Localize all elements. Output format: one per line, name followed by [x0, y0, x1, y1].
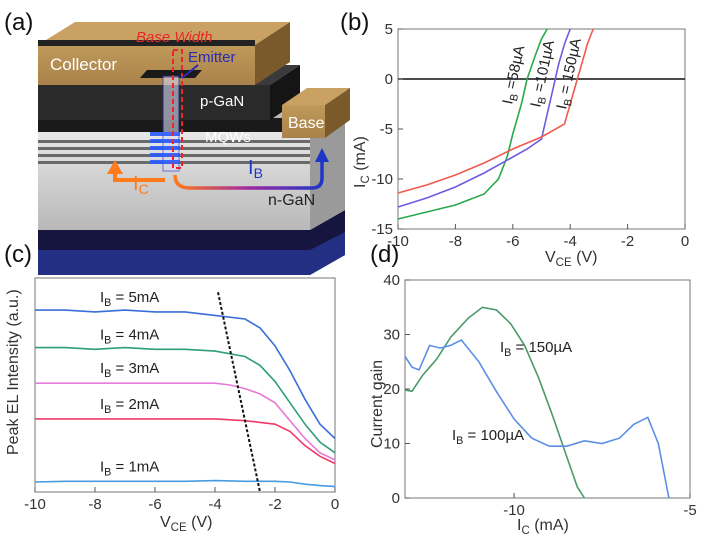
x-tick-label-c: -10: [24, 496, 46, 513]
plot-frame-c: [34, 277, 336, 493]
series-label-c-3: IB = 2mA: [100, 396, 159, 416]
guide-line-c: [217, 292, 261, 493]
plot-frame-d: [404, 279, 691, 499]
y-tick-label-b: -5: [380, 121, 393, 138]
series-line-b-1: [397, 28, 571, 208]
series-line-d-0: [404, 306, 586, 499]
series-line-c-0: [35, 309, 336, 440]
series-label-b-2: IB = 150µA: [553, 37, 588, 112]
series-line-b-0: [397, 28, 548, 220]
x-tick-label-b: -4: [564, 233, 577, 250]
series-line-b-2: [397, 28, 594, 194]
emitter-pointer: [181, 64, 199, 79]
collector-side: [255, 22, 290, 85]
n-gan-side: [310, 110, 345, 230]
x-tick-label-b: -2: [621, 233, 634, 250]
series-line-c-3: [35, 418, 336, 465]
y-axis-title-d: Current gain: [369, 360, 386, 448]
series-label-d-1: IB = 100µA: [452, 427, 524, 447]
substrate-glow: [38, 232, 345, 275]
panel-label-a: (a): [4, 9, 33, 36]
chart-current-gain: -10 -5 0 10 20 30 40 IB = 150µA IB = 100µA IC (mA…: [369, 272, 697, 537]
x-tick-label-b: -6: [506, 233, 519, 250]
y-tick-label-b: -15: [371, 221, 393, 238]
series-line-d-1: [404, 338, 670, 499]
x-tick-label-c: 0: [331, 496, 339, 513]
collector-label: Collector: [50, 55, 117, 74]
panel-label-d: (d): [370, 241, 399, 268]
x-tick-label-c: -8: [88, 496, 101, 513]
p-gan-front: [38, 85, 270, 120]
ic-label: IC: [133, 173, 149, 197]
y-axis-title-c: Peak EL Intensity (a.u.): [5, 289, 22, 455]
panel-label-b: (b): [340, 9, 369, 36]
ic-arrowhead: [107, 160, 123, 174]
series-line-c-4: [34, 479, 336, 488]
y-axis-title-b: IC (mA): [352, 136, 372, 188]
panel-label-c: (c): [4, 241, 32, 268]
series-label-c-1: IB = 4mA: [100, 326, 159, 346]
series-label-b-0: IB =58µA: [499, 44, 531, 106]
collector-top: [38, 22, 290, 45]
collector-top-edge: [38, 40, 255, 46]
y-tick-label-b: 0: [385, 71, 393, 88]
x-axis-title-d: IC (mA): [517, 517, 569, 537]
x-tick-label-b: 0: [681, 233, 689, 250]
x-axis-title-c: VCE (V): [160, 514, 212, 534]
y-tick-label-b: -10: [371, 171, 393, 188]
ib-label: IB: [248, 157, 263, 181]
emitter-window: [140, 70, 202, 78]
p-gan-side: [270, 65, 300, 120]
y-tick-label-b: 5: [385, 21, 393, 38]
series-line-c-1: [35, 346, 336, 454]
mqw-glow: [150, 132, 180, 164]
base-pad-front: [282, 105, 325, 138]
device-schematic: Collector Base Width Emitter p-GaN MQWs …: [38, 22, 350, 275]
y-tick-label-d: 0: [392, 490, 400, 507]
base-pad-side: [325, 88, 350, 138]
p-gan-label: p-GaN: [200, 93, 244, 110]
mqws-label: MQWs: [205, 129, 251, 146]
collector-front: [38, 45, 255, 85]
ib-arrowhead: [315, 148, 329, 162]
y-tick-label-d: 30: [383, 327, 400, 344]
series-label-c-2: IB = 3mA: [100, 360, 159, 380]
x-tick-label-d: -10: [503, 502, 525, 519]
y-tick-label-d: 10: [383, 436, 400, 453]
base-label: Base: [288, 115, 325, 132]
series-line-c-2: [35, 382, 336, 461]
base-width-marker: [172, 49, 183, 169]
x-tick-label-b: -10: [387, 233, 409, 250]
base-width-label: Base Width: [136, 29, 213, 46]
x-tick-label-d: -5: [683, 502, 696, 519]
x-axis-title-b: VCE (V): [545, 249, 597, 269]
y-tick-label-d: 40: [383, 272, 400, 289]
x-tick-label-c: -4: [208, 496, 221, 513]
ic-arrow: [113, 172, 165, 182]
chart-el-intensity: -10 -8 -6 -4 -2 0 IB = 5mA IB = 4mA IB = 3mA IB =…: [5, 277, 339, 534]
ib-arrow: [173, 158, 324, 190]
series-label-c-0: IB = 5mA: [100, 289, 159, 309]
emitter-label: Emitter: [188, 49, 236, 66]
x-tick-label-b: -8: [449, 233, 462, 250]
x-tick-label-c: -6: [148, 496, 161, 513]
series-label-d-0: IB = 150µA: [500, 339, 572, 359]
base-pad-top: [282, 88, 350, 105]
series-label-c-4: IB = 1mA: [100, 458, 159, 478]
n-gan-label: n-GaN: [268, 192, 315, 209]
x-tick-label-c: -2: [268, 496, 281, 513]
y-tick-label-d: 20: [383, 381, 400, 398]
